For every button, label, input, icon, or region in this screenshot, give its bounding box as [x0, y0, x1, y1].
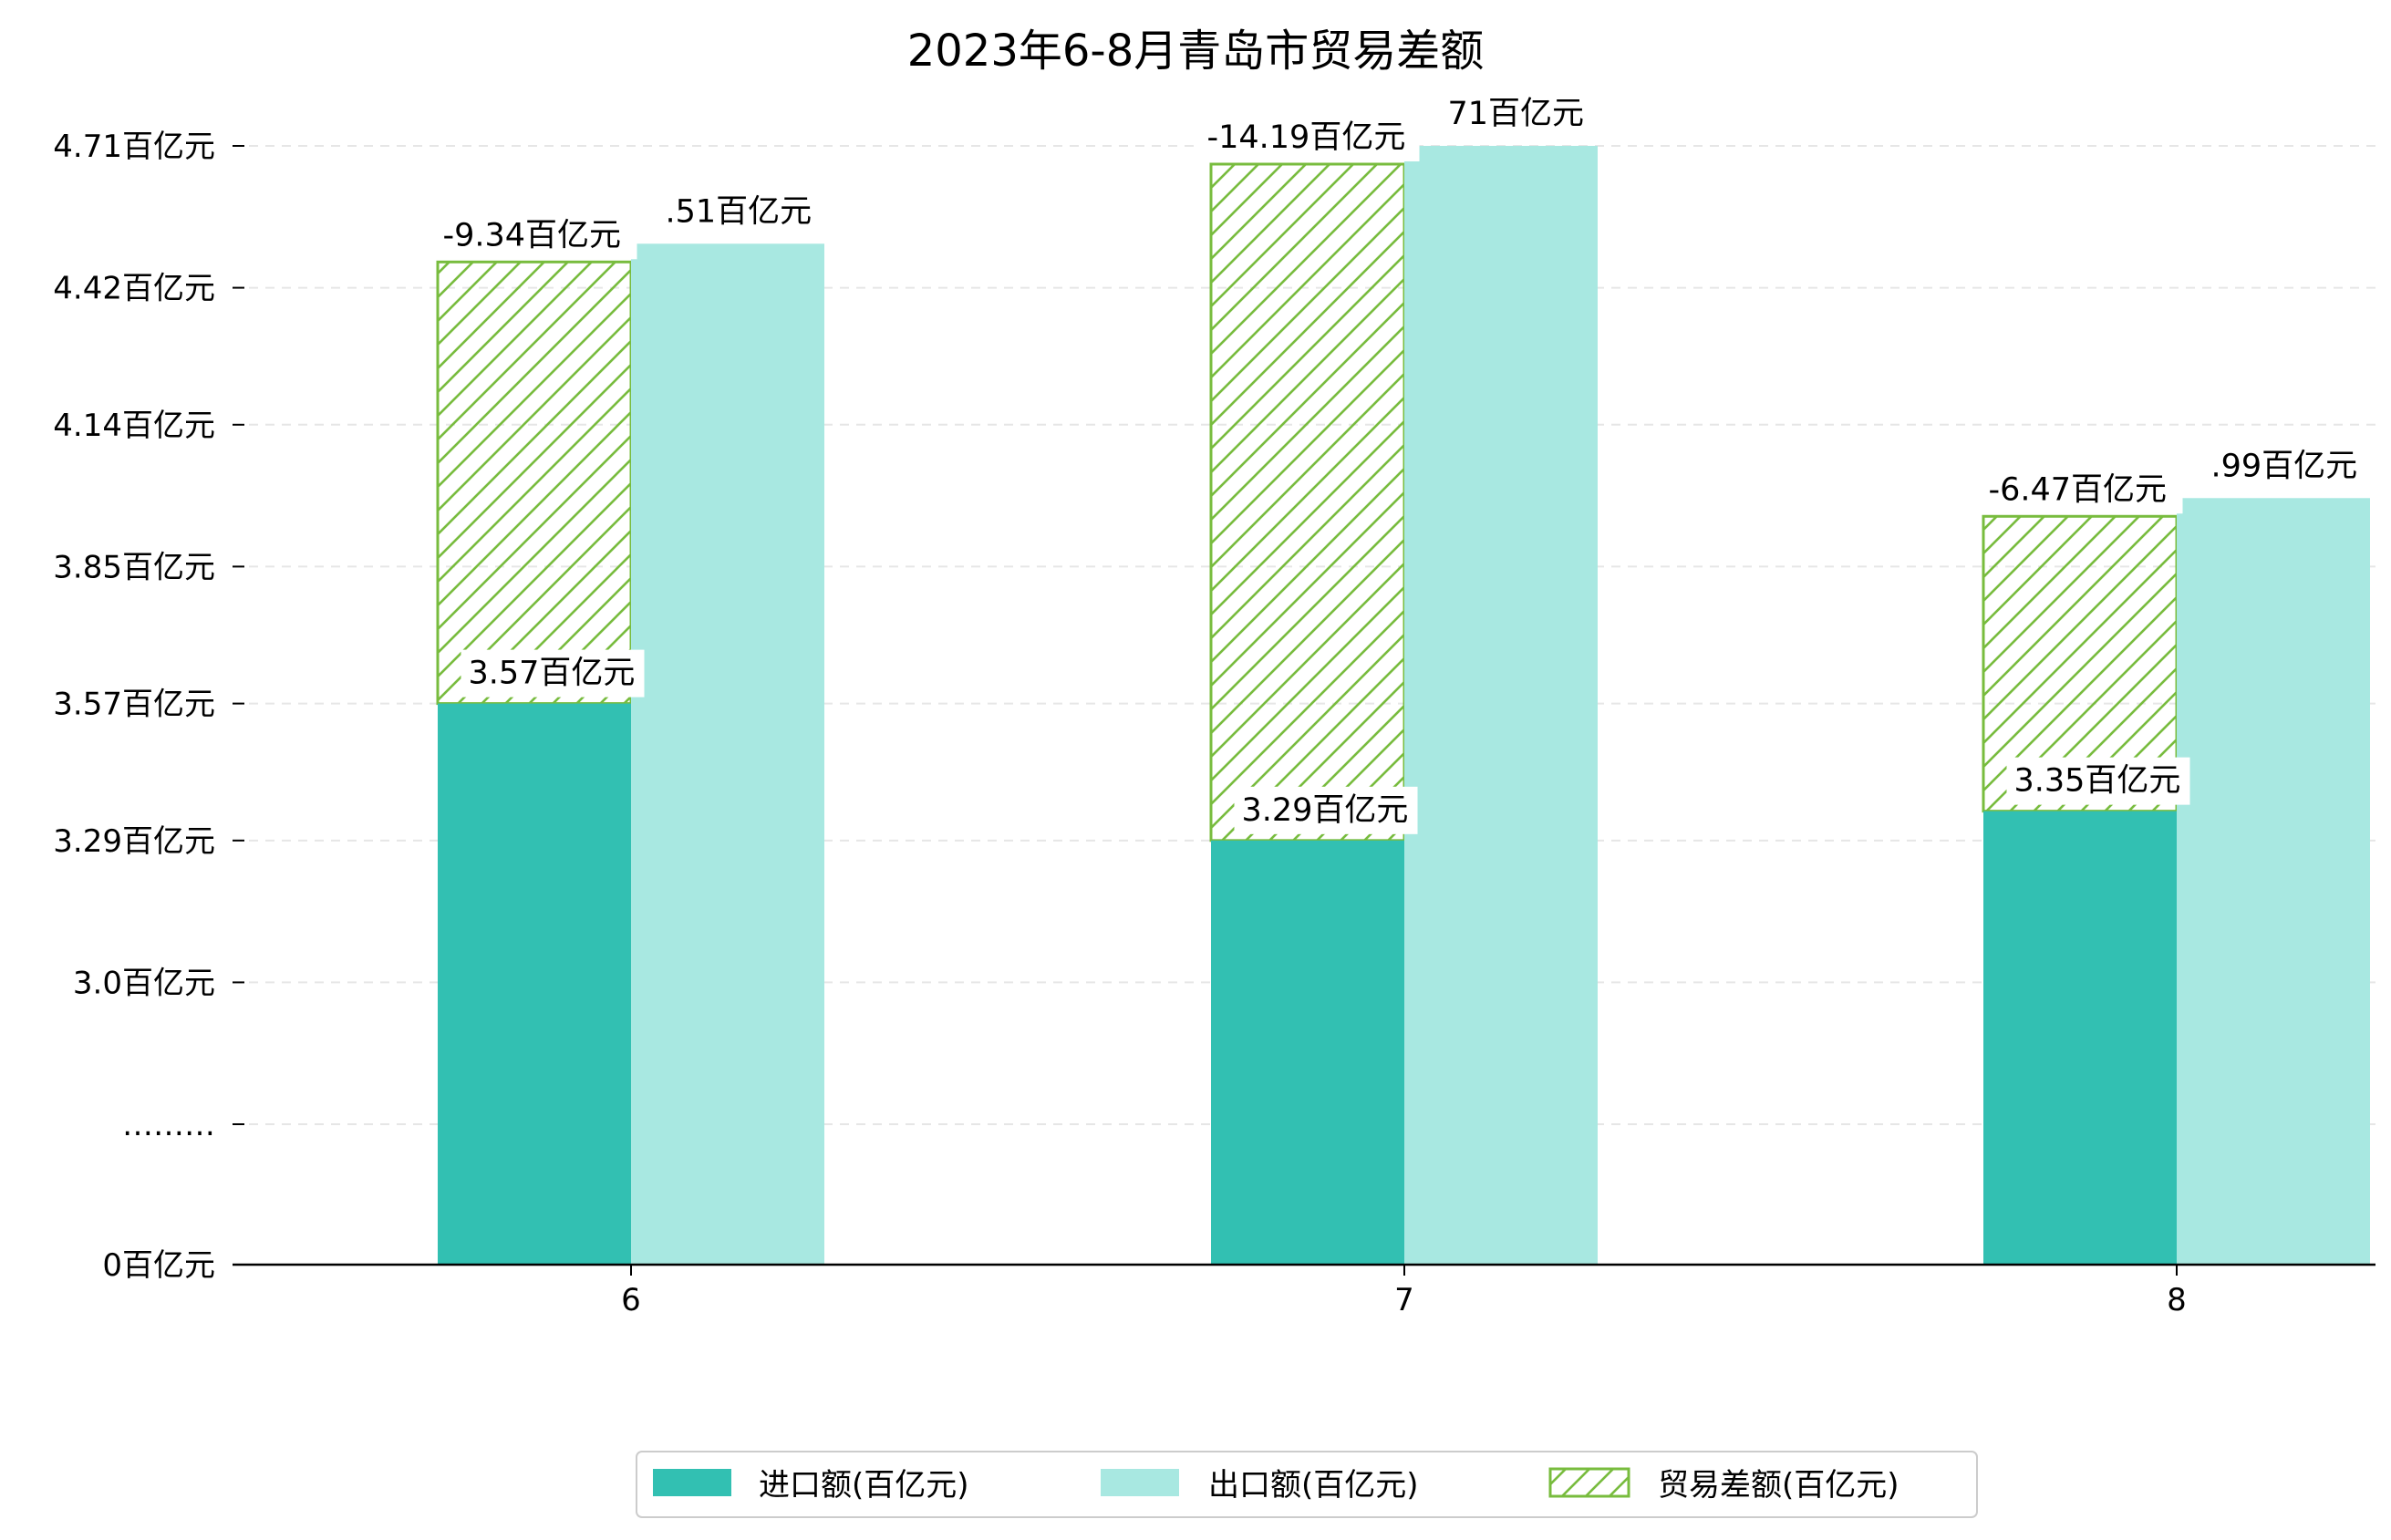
- data-label: 3.29百亿元: [1242, 792, 1409, 829]
- data-label-bg: [1440, 90, 1588, 138]
- data-label: -14.19百亿元: [1207, 119, 1406, 156]
- data-label-bg: [1199, 114, 1420, 161]
- data-label: .99百亿元: [2211, 448, 2358, 484]
- y-tick-label: 4.14百亿元: [53, 408, 215, 444]
- y-tick-label: 3.0百亿元: [73, 965, 215, 1001]
- data-label-bg: [461, 649, 645, 698]
- y-tick-label: 4.42百亿元: [53, 271, 215, 307]
- x-tick-label: 8: [2167, 1282, 2187, 1318]
- y-tick-label: 3.85百亿元: [53, 549, 215, 585]
- bars: [436, 146, 2370, 1265]
- y-tick-label: 3.29百亿元: [53, 823, 215, 860]
- bar-import: [1211, 840, 1404, 1265]
- bar-import: [1983, 811, 2177, 1265]
- bar-export: [2177, 498, 2370, 1265]
- data-label: 71百亿元: [1448, 96, 1585, 132]
- legend-swatch: [1101, 1469, 1179, 1496]
- legend-swatch: [1548, 1467, 1630, 1498]
- y-tick-label: ………: [122, 1107, 215, 1143]
- bar-trade-balance: [1209, 162, 1406, 842]
- data-label: -6.47百亿元: [1989, 471, 2168, 508]
- data-label-bg: [657, 188, 823, 236]
- legend-label: 出口额(百亿元): [1208, 1467, 1419, 1504]
- data-label-bg: [2006, 757, 2190, 805]
- legend: 进口额(百亿元) 出口额(百亿元) 贸易差额(百亿元): [636, 1451, 1978, 1518]
- bar-export: [1404, 146, 1598, 1265]
- y-tick-label: 0百亿元: [102, 1247, 215, 1284]
- data-label: -9.34百亿元: [443, 217, 622, 253]
- y-tick-label: 3.57百亿元: [53, 687, 215, 723]
- x-tick-label: 6: [621, 1282, 641, 1318]
- data-label-bg: [1981, 466, 2183, 514]
- data-label-bg: [1234, 786, 1418, 834]
- bar-export: [631, 243, 824, 1265]
- bar-import: [438, 703, 631, 1265]
- legend-swatch: [653, 1469, 731, 1496]
- x-tick-label: 7: [1394, 1282, 1414, 1318]
- legend-label: 进口额(百亿元): [759, 1467, 969, 1504]
- data-label-bg: [2203, 442, 2369, 491]
- data-label: 3.35百亿元: [2014, 763, 2181, 800]
- legend-frame: [636, 1451, 1978, 1518]
- chart-title: 2023年6-8月青岛市贸易差额: [907, 26, 1485, 77]
- data-labels: .51百亿元 -9.34百亿元 3.57百亿元 71百亿元 -14.19百亿元 3.29百…: [435, 90, 2369, 834]
- bar-trade-balance: [436, 260, 633, 706]
- y-tick-label: 4.71百亿元: [53, 129, 215, 165]
- legend-label: 贸易差额(百亿元): [1658, 1467, 1899, 1504]
- data-label: .51百亿元: [666, 193, 813, 230]
- data-label: 3.57百亿元: [469, 656, 636, 692]
- data-label-bg: [435, 212, 637, 260]
- axes: 0百亿元 ……… 3.0百亿元 3.29百亿元 3.57百亿元 3.85百亿元 4.14百亿…: [53, 129, 2375, 1318]
